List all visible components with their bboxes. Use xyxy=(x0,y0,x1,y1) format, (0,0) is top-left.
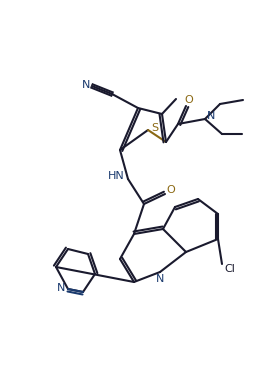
Text: O: O xyxy=(167,185,175,195)
Text: N: N xyxy=(82,80,90,90)
Text: N: N xyxy=(207,111,215,121)
Text: N: N xyxy=(57,283,65,293)
Text: N: N xyxy=(156,274,164,284)
Text: O: O xyxy=(185,95,193,105)
Text: S: S xyxy=(151,123,158,133)
Text: HN: HN xyxy=(108,171,124,181)
Text: Cl: Cl xyxy=(224,264,235,274)
